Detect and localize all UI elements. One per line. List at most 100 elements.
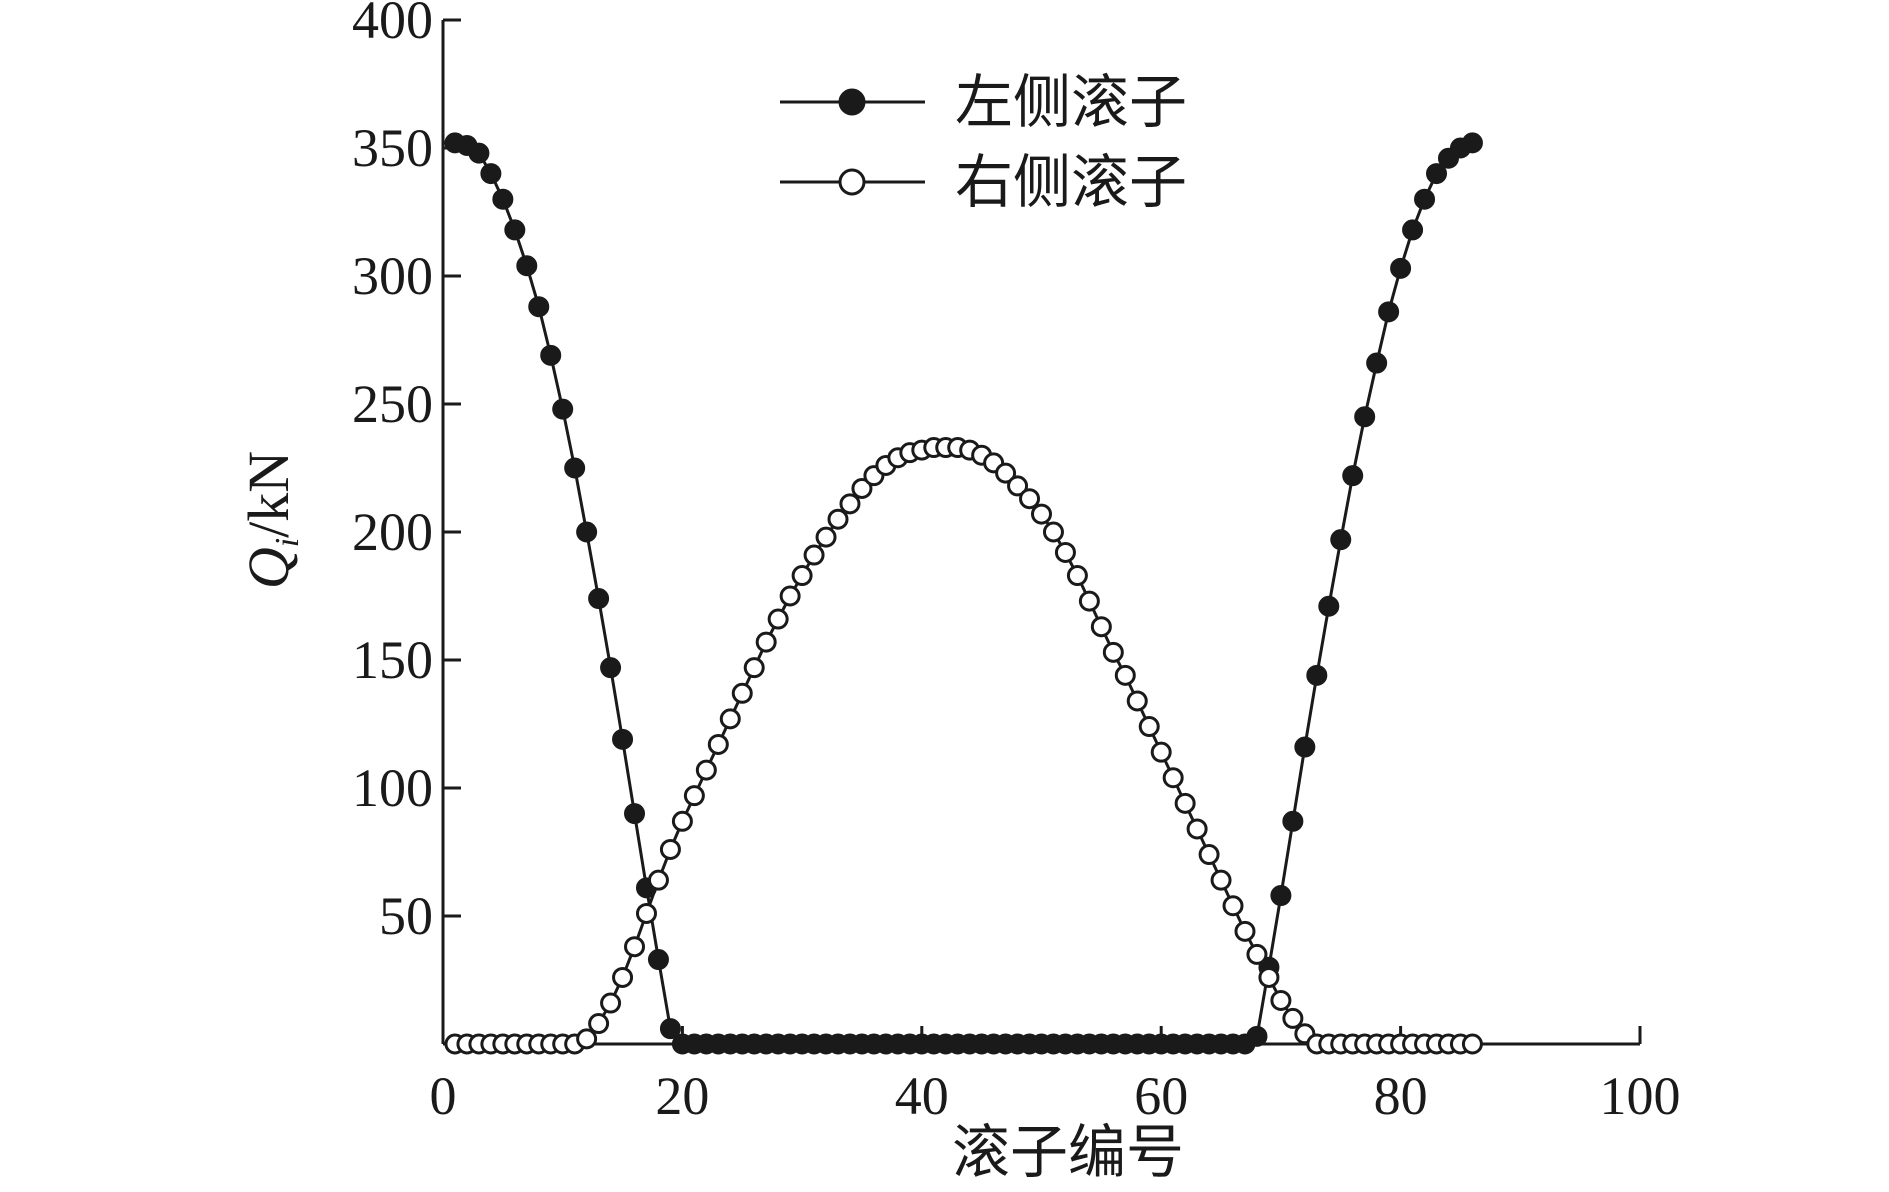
filled-point bbox=[552, 398, 574, 420]
x-tick-label: 80 bbox=[1374, 1066, 1428, 1126]
x-tick-label: 40 bbox=[895, 1066, 949, 1126]
filled-point bbox=[1306, 664, 1328, 686]
open-point bbox=[1461, 1033, 1483, 1055]
filled-point bbox=[588, 588, 610, 610]
filled-point bbox=[576, 521, 598, 543]
open-point bbox=[683, 785, 705, 807]
y-axis-title-main: Q bbox=[236, 547, 301, 589]
y-tick-label: 100 bbox=[352, 758, 433, 818]
legend-marker bbox=[838, 88, 866, 116]
series-left-rollers bbox=[444, 132, 1483, 1055]
filled-point bbox=[647, 949, 669, 971]
open-point bbox=[1162, 767, 1184, 789]
legend-label: 左侧滚子 bbox=[955, 70, 1187, 135]
open-point bbox=[1042, 521, 1064, 543]
filled-point bbox=[1294, 736, 1316, 758]
open-point bbox=[1126, 690, 1148, 712]
open-point bbox=[1019, 488, 1041, 510]
filled-point bbox=[1282, 810, 1304, 832]
filled-point bbox=[624, 803, 646, 825]
y-tick-label: 350 bbox=[352, 118, 433, 178]
open-point bbox=[1114, 664, 1136, 686]
filled-point bbox=[1246, 1025, 1268, 1047]
filled-point bbox=[516, 255, 538, 277]
filled-point bbox=[1461, 132, 1483, 154]
filled-point bbox=[1390, 257, 1412, 279]
ticks: 0 20 40 60 80 100 50 100 150 200 250 300 350 400 bbox=[352, 0, 1681, 1126]
open-point bbox=[1198, 844, 1220, 866]
filled-point bbox=[480, 163, 502, 185]
legend-marker bbox=[838, 168, 866, 196]
filled-point bbox=[659, 1018, 681, 1040]
open-point bbox=[600, 992, 622, 1014]
open-point bbox=[827, 508, 849, 530]
y-tick-label: 400 bbox=[352, 0, 433, 50]
x-tick-label: 60 bbox=[1134, 1066, 1188, 1126]
open-point bbox=[1258, 966, 1280, 988]
y-axis-title-unit: /kN bbox=[236, 451, 301, 538]
open-point bbox=[612, 966, 634, 988]
filled-point bbox=[1330, 529, 1352, 551]
y-tick-label: 200 bbox=[352, 502, 433, 562]
series-line bbox=[455, 446, 1473, 1046]
filled-point bbox=[1342, 465, 1364, 487]
y-tick-label: 150 bbox=[352, 630, 433, 690]
open-point bbox=[1031, 503, 1052, 525]
open-point bbox=[791, 565, 813, 587]
open-point bbox=[1222, 895, 1244, 917]
filled-point bbox=[1318, 595, 1340, 617]
open-point bbox=[1138, 716, 1160, 738]
x-tick-label: 20 bbox=[655, 1066, 709, 1126]
open-point bbox=[707, 733, 729, 755]
filled-point bbox=[1270, 885, 1292, 907]
filled-point bbox=[492, 188, 514, 210]
series-layer bbox=[444, 132, 1483, 1055]
open-point bbox=[659, 838, 681, 860]
open-point bbox=[731, 682, 753, 704]
svg-text:Qi/kN: Qi/kN bbox=[236, 451, 306, 589]
y-axis-title-sub: i bbox=[269, 538, 306, 547]
y-tick-label: 300 bbox=[352, 246, 433, 306]
open-point bbox=[624, 936, 646, 958]
open-point bbox=[851, 477, 873, 499]
open-point bbox=[588, 1013, 610, 1035]
open-point bbox=[695, 759, 717, 781]
filled-point bbox=[1414, 188, 1436, 210]
open-point bbox=[1007, 475, 1029, 497]
filled-point bbox=[1402, 219, 1424, 241]
series-right-rollers bbox=[444, 437, 1483, 1055]
open-point bbox=[1054, 541, 1076, 563]
open-point bbox=[647, 869, 669, 891]
filled-point bbox=[1378, 301, 1400, 323]
open-point bbox=[1174, 792, 1196, 814]
filled-point bbox=[468, 142, 490, 164]
x-tick-label: 0 bbox=[430, 1066, 457, 1126]
open-point bbox=[815, 526, 837, 548]
open-point bbox=[1210, 869, 1232, 891]
filled-point bbox=[528, 296, 550, 318]
y-axis-title: Qi/kN bbox=[236, 451, 306, 589]
open-point bbox=[719, 708, 741, 730]
open-point bbox=[755, 631, 777, 653]
x-tick-label: 100 bbox=[1600, 1066, 1681, 1126]
filled-point bbox=[1354, 406, 1376, 428]
open-point bbox=[1066, 565, 1088, 587]
open-point bbox=[1234, 920, 1256, 942]
y-tick-label: 250 bbox=[352, 374, 433, 434]
open-point bbox=[635, 902, 657, 924]
filled-point bbox=[564, 457, 586, 479]
open-point bbox=[995, 462, 1017, 484]
open-point bbox=[767, 608, 789, 630]
open-point bbox=[779, 585, 801, 607]
open-point bbox=[576, 1028, 598, 1050]
open-point bbox=[1090, 616, 1112, 638]
open-point bbox=[1246, 943, 1268, 965]
legend-item: 右侧滚子 bbox=[780, 150, 1187, 215]
open-point bbox=[839, 493, 861, 515]
filled-point bbox=[540, 344, 562, 366]
open-point bbox=[1270, 989, 1292, 1011]
open-point bbox=[1186, 818, 1208, 840]
open-point bbox=[743, 657, 765, 679]
